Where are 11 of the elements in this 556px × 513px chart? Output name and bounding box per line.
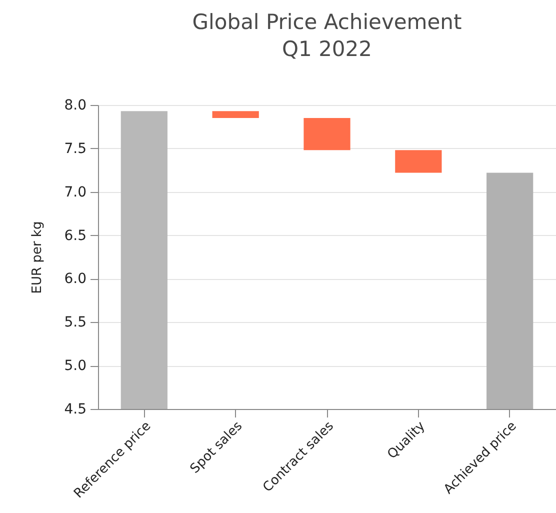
y-tick-label: 8.0 [64,98,86,114]
chart-title: Global Price Achievement [192,10,462,34]
y-tick-label: 5.5 [64,314,86,331]
y-tick-label: 7.5 [64,140,86,157]
chart-subtitle: Q1 2022 [282,37,372,61]
y-tick-label: 6.5 [64,228,86,244]
y-tick-label: 5.0 [64,358,86,374]
y-tick-label: 6.0 [64,271,86,288]
y-tick-label: 4.5 [64,402,86,418]
y-tick-label: 7.0 [64,184,86,200]
y-axis-title: EUR per kg [30,221,46,294]
